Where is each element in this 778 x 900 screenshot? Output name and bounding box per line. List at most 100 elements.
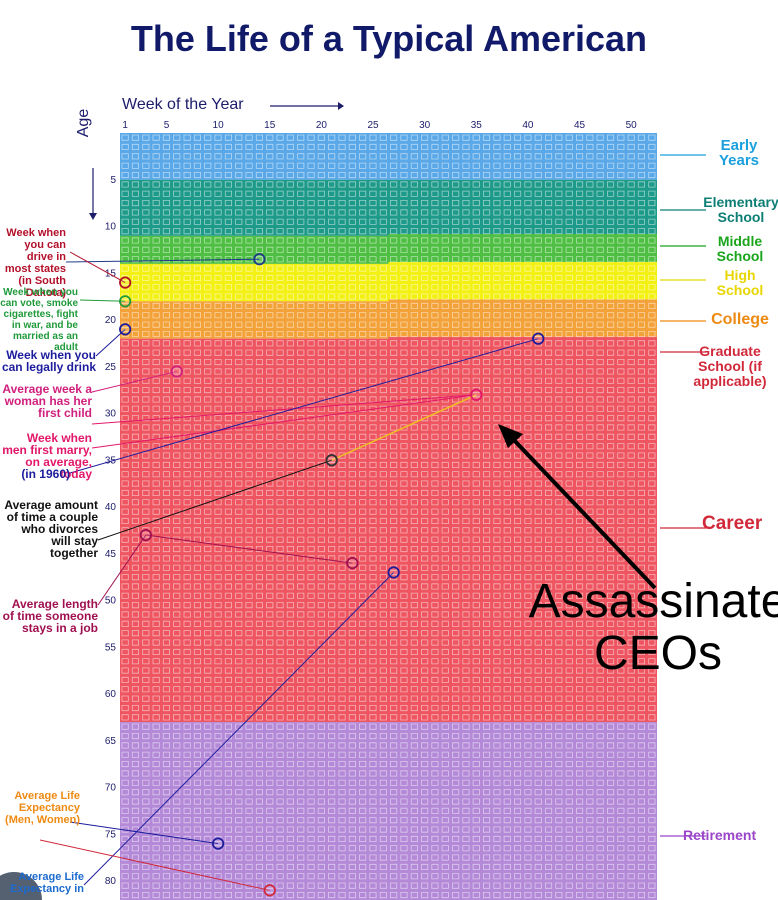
x-tick-label: 45 [574,120,586,131]
event-marker [325,454,338,467]
leader-line [39,839,270,891]
leader-line [69,251,126,284]
y-tick-label: 20 [105,315,117,326]
y-tick-label: 30 [105,409,117,420]
stage-label-early-years: Early Years [718,137,760,169]
x-tick-label: 5 [164,120,170,131]
x-tick-label: 1 [122,120,128,131]
corner-figure [0,872,42,900]
stage-label-college: College [711,311,769,328]
annotation-life-expectancy: Average Life Expectancy (Men, Women) [5,790,80,826]
leader-line [331,394,477,461]
band-early-years [120,133,657,180]
y-tick-label: 25 [105,362,117,373]
x-tick-label: 10 [213,120,225,131]
annotation-job: Average length of time someone stays in … [2,597,98,635]
x-tick-label: 35 [471,120,483,131]
stage-label-career: Career [702,513,763,534]
week-cells [121,134,656,899]
leader-line [69,338,539,474]
x-tick-label: 15 [264,120,276,131]
week-grid [121,134,656,899]
y-tick-label: 35 [105,455,117,466]
x-tick-label: 50 [626,120,638,131]
event-marker [139,528,152,542]
x-axis-label: Week of the Year [122,96,244,113]
leader-line [97,534,147,606]
y-tick-label: 55 [105,642,117,653]
axes: 1 5 10 15 20 25 30 35 40 45 5051015202530354045505… [89,102,637,887]
arrow-head [498,424,523,448]
event-marker [170,365,183,378]
band-middle-b [388,233,657,263]
band-elementary-a [120,179,389,236]
overlay-arrow [0,424,657,900]
page-title: The Life of a Typical American [130,18,648,59]
stage-bands [120,133,657,900]
event-marker [212,837,225,850]
stage-connectors [660,154,706,837]
leader-line [91,394,477,425]
event-marker [119,323,132,336]
annotation-men-marry: Week when men first marry, on average, t… [2,431,92,481]
band-high-a [120,263,389,302]
y-tick-label: 70 [105,783,117,794]
y-tick-label: 65 [105,736,117,747]
annotation-drink: Week when you can legally drink [1,348,96,374]
leader-line [91,394,477,449]
leader-line [145,534,353,564]
y-tick-label: 5 [110,175,116,186]
y-tick-label: 80 [105,876,117,887]
annotation-drive: Week when you can drive in most states (… [4,227,66,299]
band-high-b [388,262,657,300]
event-marker [253,253,266,266]
leader-line [65,258,260,263]
band-elementary-b [388,179,657,234]
y-tick-label: 75 [105,829,117,840]
overlay-text: Assassinate CEOs [528,575,778,680]
annotation-vote: Week when you can vote, smoke cigarettes… [0,287,78,353]
y-tick-label: 45 [105,549,117,560]
stage-label-retirement: Retirement [683,827,757,843]
band-college-a [120,301,389,339]
annotation-life-expectancy-in: Average Life Expectancy in [10,871,84,895]
leader-line [97,459,332,541]
event-marker [387,566,400,579]
event-marker [532,332,545,345]
y-axis-label: Age [75,108,92,138]
y-axis-arrowhead [89,213,97,220]
annotation-1960: (in 1960) [21,467,70,481]
y-tick-label: 10 [105,222,117,233]
stage-label-middle: Middle School [716,233,764,264]
stage-label-high: High School [716,267,764,298]
annotation-leaders [39,251,539,891]
event-marker [263,884,276,897]
event-marker [119,295,132,308]
event-marker [470,388,483,401]
leader-line [91,370,177,393]
leader-line [69,821,219,845]
band-career-a [120,338,389,723]
x-tick-label: 20 [316,120,328,131]
event-marker [346,556,359,570]
y-tick-label: 40 [105,502,117,513]
annotation-first-child: Average week a woman has her first child [2,382,92,420]
annotation-markers [119,253,545,897]
x-axis-arrowhead [338,102,344,110]
leader-line [79,299,126,302]
x-tick-label: 40 [522,120,534,131]
x-tick-label: 25 [367,120,379,131]
x-tick-label: 30 [419,120,431,131]
arrow-shaft [510,436,657,590]
leader-line [83,572,395,886]
y-tick-label: 15 [105,268,117,279]
band-college-b [388,299,657,337]
stage-label-grad: Graduate School (if applicable) [693,343,767,389]
annotation-divorce: Average amount of time a couple who divo… [4,498,98,560]
y-tick-label: 60 [105,689,117,700]
event-marker [119,276,132,289]
stage-label-elementary: Elementary School [703,194,778,225]
leader-line [95,328,126,357]
y-tick-label: 50 [105,596,117,607]
